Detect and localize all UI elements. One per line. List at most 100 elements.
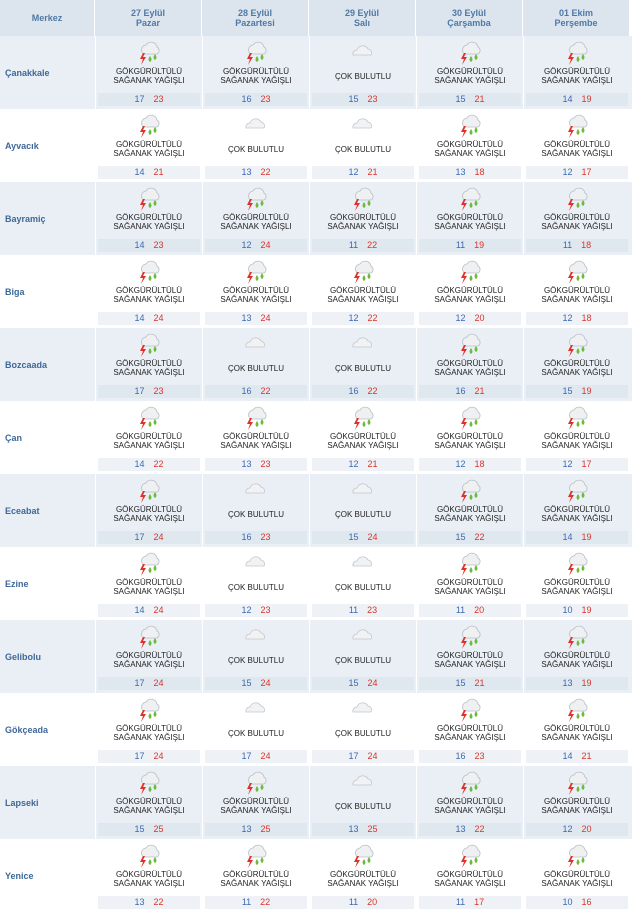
min-temp: 14 <box>134 240 145 250</box>
forecast-cell: GÖKGÜRÜLTÜLÜ SAĞANAK YAĞIŞLI 11 22 <box>202 839 309 912</box>
max-temp: 23 <box>474 751 485 761</box>
temperatures: 13 25 <box>205 823 307 836</box>
weather-icon <box>134 478 164 509</box>
forecast-cell: ÇOK BULUTLU 12 23 <box>202 547 309 620</box>
weather-icon <box>562 551 592 582</box>
max-temp: 22 <box>153 459 164 469</box>
max-temp: 18 <box>581 313 592 323</box>
weather-icon <box>455 259 485 290</box>
weather-icon <box>562 843 592 874</box>
max-temp: 24 <box>153 678 164 688</box>
forecast-cell: GÖKGÜRÜLTÜLÜ SAĞANAK YAĞIŞLI 12 21 <box>309 401 416 474</box>
min-temp: 15 <box>348 678 359 688</box>
forecast-cell: GÖKGÜRÜLTÜLÜ SAĞANAK YAĞIŞLI 13 24 <box>202 255 309 328</box>
city-row: Gökçeada GÖKGÜRÜLTÜLÜ SAĞANAK YAĞIŞLI 17 24… <box>0 693 632 766</box>
temperatures: 13 23 <box>205 458 307 471</box>
forecast-cell: ÇOK BULUTLU 17 24 <box>309 693 416 766</box>
condition: GÖKGÜRÜLTÜLÜ SAĞANAK YAĞIŞLI <box>220 870 292 888</box>
temperatures: 15 23 <box>312 93 414 106</box>
condition: ÇOK BULUTLU <box>334 364 391 373</box>
condition: ÇOK BULUTLU <box>227 656 284 665</box>
forecast-cell: GÖKGÜRÜLTÜLÜ SAĞANAK YAĞIŞLI 13 19 <box>523 620 630 693</box>
forecast-cell: GÖKGÜRÜLTÜLÜ SAĞANAK YAĞIŞLI 17 23 <box>95 328 202 401</box>
weather-icon <box>455 624 485 655</box>
header-cell: 29 Eylül Salı <box>309 0 416 36</box>
max-temp: 24 <box>367 532 378 542</box>
min-temp: 16 <box>348 386 359 396</box>
min-temp: 15 <box>455 532 466 542</box>
min-temp: 12 <box>241 605 252 615</box>
forecast-cell: GÖKGÜRÜLTÜLÜ SAĞANAK YAĞIŞLI 14 24 <box>95 255 202 328</box>
city-row: Ezine GÖKGÜRÜLTÜLÜ SAĞANAK YAĞIŞLI 14 24 ÇOK… <box>0 547 632 620</box>
forecast-cell: GÖKGÜRÜLTÜLÜ SAĞANAK YAĞIŞLI 12 18 <box>523 255 630 328</box>
temperatures: 15 19 <box>526 385 628 398</box>
min-temp: 11 <box>348 240 359 250</box>
temperatures: 14 21 <box>98 166 200 179</box>
city-name: Çan <box>5 432 23 443</box>
forecast-cell: GÖKGÜRÜLTÜLÜ SAĞANAK YAĞIŞLI 10 19 <box>523 547 630 620</box>
temperatures: 14 19 <box>526 93 628 106</box>
header-cell: 27 Eylül Pazar <box>95 0 202 36</box>
max-temp: 22 <box>260 167 271 177</box>
forecast-cell: ÇOK BULUTLU 13 25 <box>309 766 416 839</box>
max-temp: 23 <box>260 94 271 104</box>
temperatures: 11 23 <box>312 604 414 617</box>
weather-icon <box>241 186 271 217</box>
max-temp: 25 <box>260 824 271 834</box>
min-temp: 11 <box>562 240 573 250</box>
max-temp: 17 <box>581 459 592 469</box>
min-temp: 13 <box>455 167 466 177</box>
min-temp: 13 <box>241 824 252 834</box>
forecast-cell: GÖKGÜRÜLTÜLÜ SAĞANAK YAĞIŞLI 12 24 <box>202 182 309 255</box>
min-temp: 11 <box>241 897 252 907</box>
city-name: Yenice <box>5 870 34 881</box>
temperatures: 13 22 <box>98 896 200 909</box>
forecast-cell: GÖKGÜRÜLTÜLÜ SAĞANAK YAĞIŞLI 16 23 <box>416 693 523 766</box>
city-cell: Bozcaada <box>0 328 95 401</box>
forecast-cell: GÖKGÜRÜLTÜLÜ SAĞANAK YAĞIŞLI 12 17 <box>523 401 630 474</box>
weather-icon <box>134 113 164 144</box>
weather-icon <box>241 40 271 71</box>
temperatures: 15 24 <box>205 677 307 690</box>
max-temp: 23 <box>153 240 164 250</box>
weather-icon <box>455 697 485 728</box>
temperatures: 12 22 <box>312 312 414 325</box>
weather-icon <box>348 843 378 874</box>
forecast-cell: GÖKGÜRÜLTÜLÜ SAĞANAK YAĞIŞLI 13 23 <box>202 401 309 474</box>
city-cell: Çanakkale <box>0 36 95 109</box>
forecast-cell: GÖKGÜRÜLTÜLÜ SAĞANAK YAĞIŞLI 15 21 <box>416 620 523 693</box>
min-temp: 16 <box>455 386 466 396</box>
max-temp: 19 <box>581 94 592 104</box>
temperatures: 12 21 <box>312 458 414 471</box>
weather-icon <box>241 624 271 655</box>
max-temp: 18 <box>474 459 485 469</box>
min-temp: 16 <box>241 94 252 104</box>
forecast-cell: GÖKGÜRÜLTÜLÜ SAĞANAK YAĞIŞLI 15 22 <box>416 474 523 547</box>
weather-icon <box>134 697 164 728</box>
weather-icon <box>348 478 378 509</box>
max-temp: 19 <box>581 386 592 396</box>
max-temp: 17 <box>581 167 592 177</box>
max-temp: 21 <box>474 386 485 396</box>
header-date: 29 Eylül <box>344 8 380 18</box>
condition: ÇOK BULUTLU <box>334 583 391 592</box>
forecast-cell: GÖKGÜRÜLTÜLÜ SAĞANAK YAĞIŞLI 14 21 <box>95 109 202 182</box>
header-weekday: Perşembe <box>554 18 598 28</box>
min-temp: 13 <box>348 824 359 834</box>
condition: GÖKGÜRÜLTÜLÜ SAĞANAK YAĞIŞLI <box>434 797 506 815</box>
header-cell: 30 Eylül Çarşamba <box>416 0 523 36</box>
city-name: Biga <box>5 286 25 297</box>
temperatures: 13 18 <box>419 166 521 179</box>
weather-icon <box>134 551 164 582</box>
temperatures: 16 23 <box>419 750 521 763</box>
weather-icon <box>455 186 485 217</box>
temperatures: 15 21 <box>419 677 521 690</box>
forecast-cell: ÇOK BULUTLU 13 22 <box>202 109 309 182</box>
temperatures: 13 24 <box>205 312 307 325</box>
forecast-cell: GÖKGÜRÜLTÜLÜ SAĞANAK YAĞIŞLI 15 19 <box>523 328 630 401</box>
condition: GÖKGÜRÜLTÜLÜ SAĞANAK YAĞIŞLI <box>113 797 185 815</box>
temperatures: 17 24 <box>98 750 200 763</box>
city-row: Ayvacık GÖKGÜRÜLTÜLÜ SAĞANAK YAĞIŞLI 14 21 Ç… <box>0 109 632 182</box>
condition: GÖKGÜRÜLTÜLÜ SAĞANAK YAĞIŞLI <box>541 67 613 85</box>
